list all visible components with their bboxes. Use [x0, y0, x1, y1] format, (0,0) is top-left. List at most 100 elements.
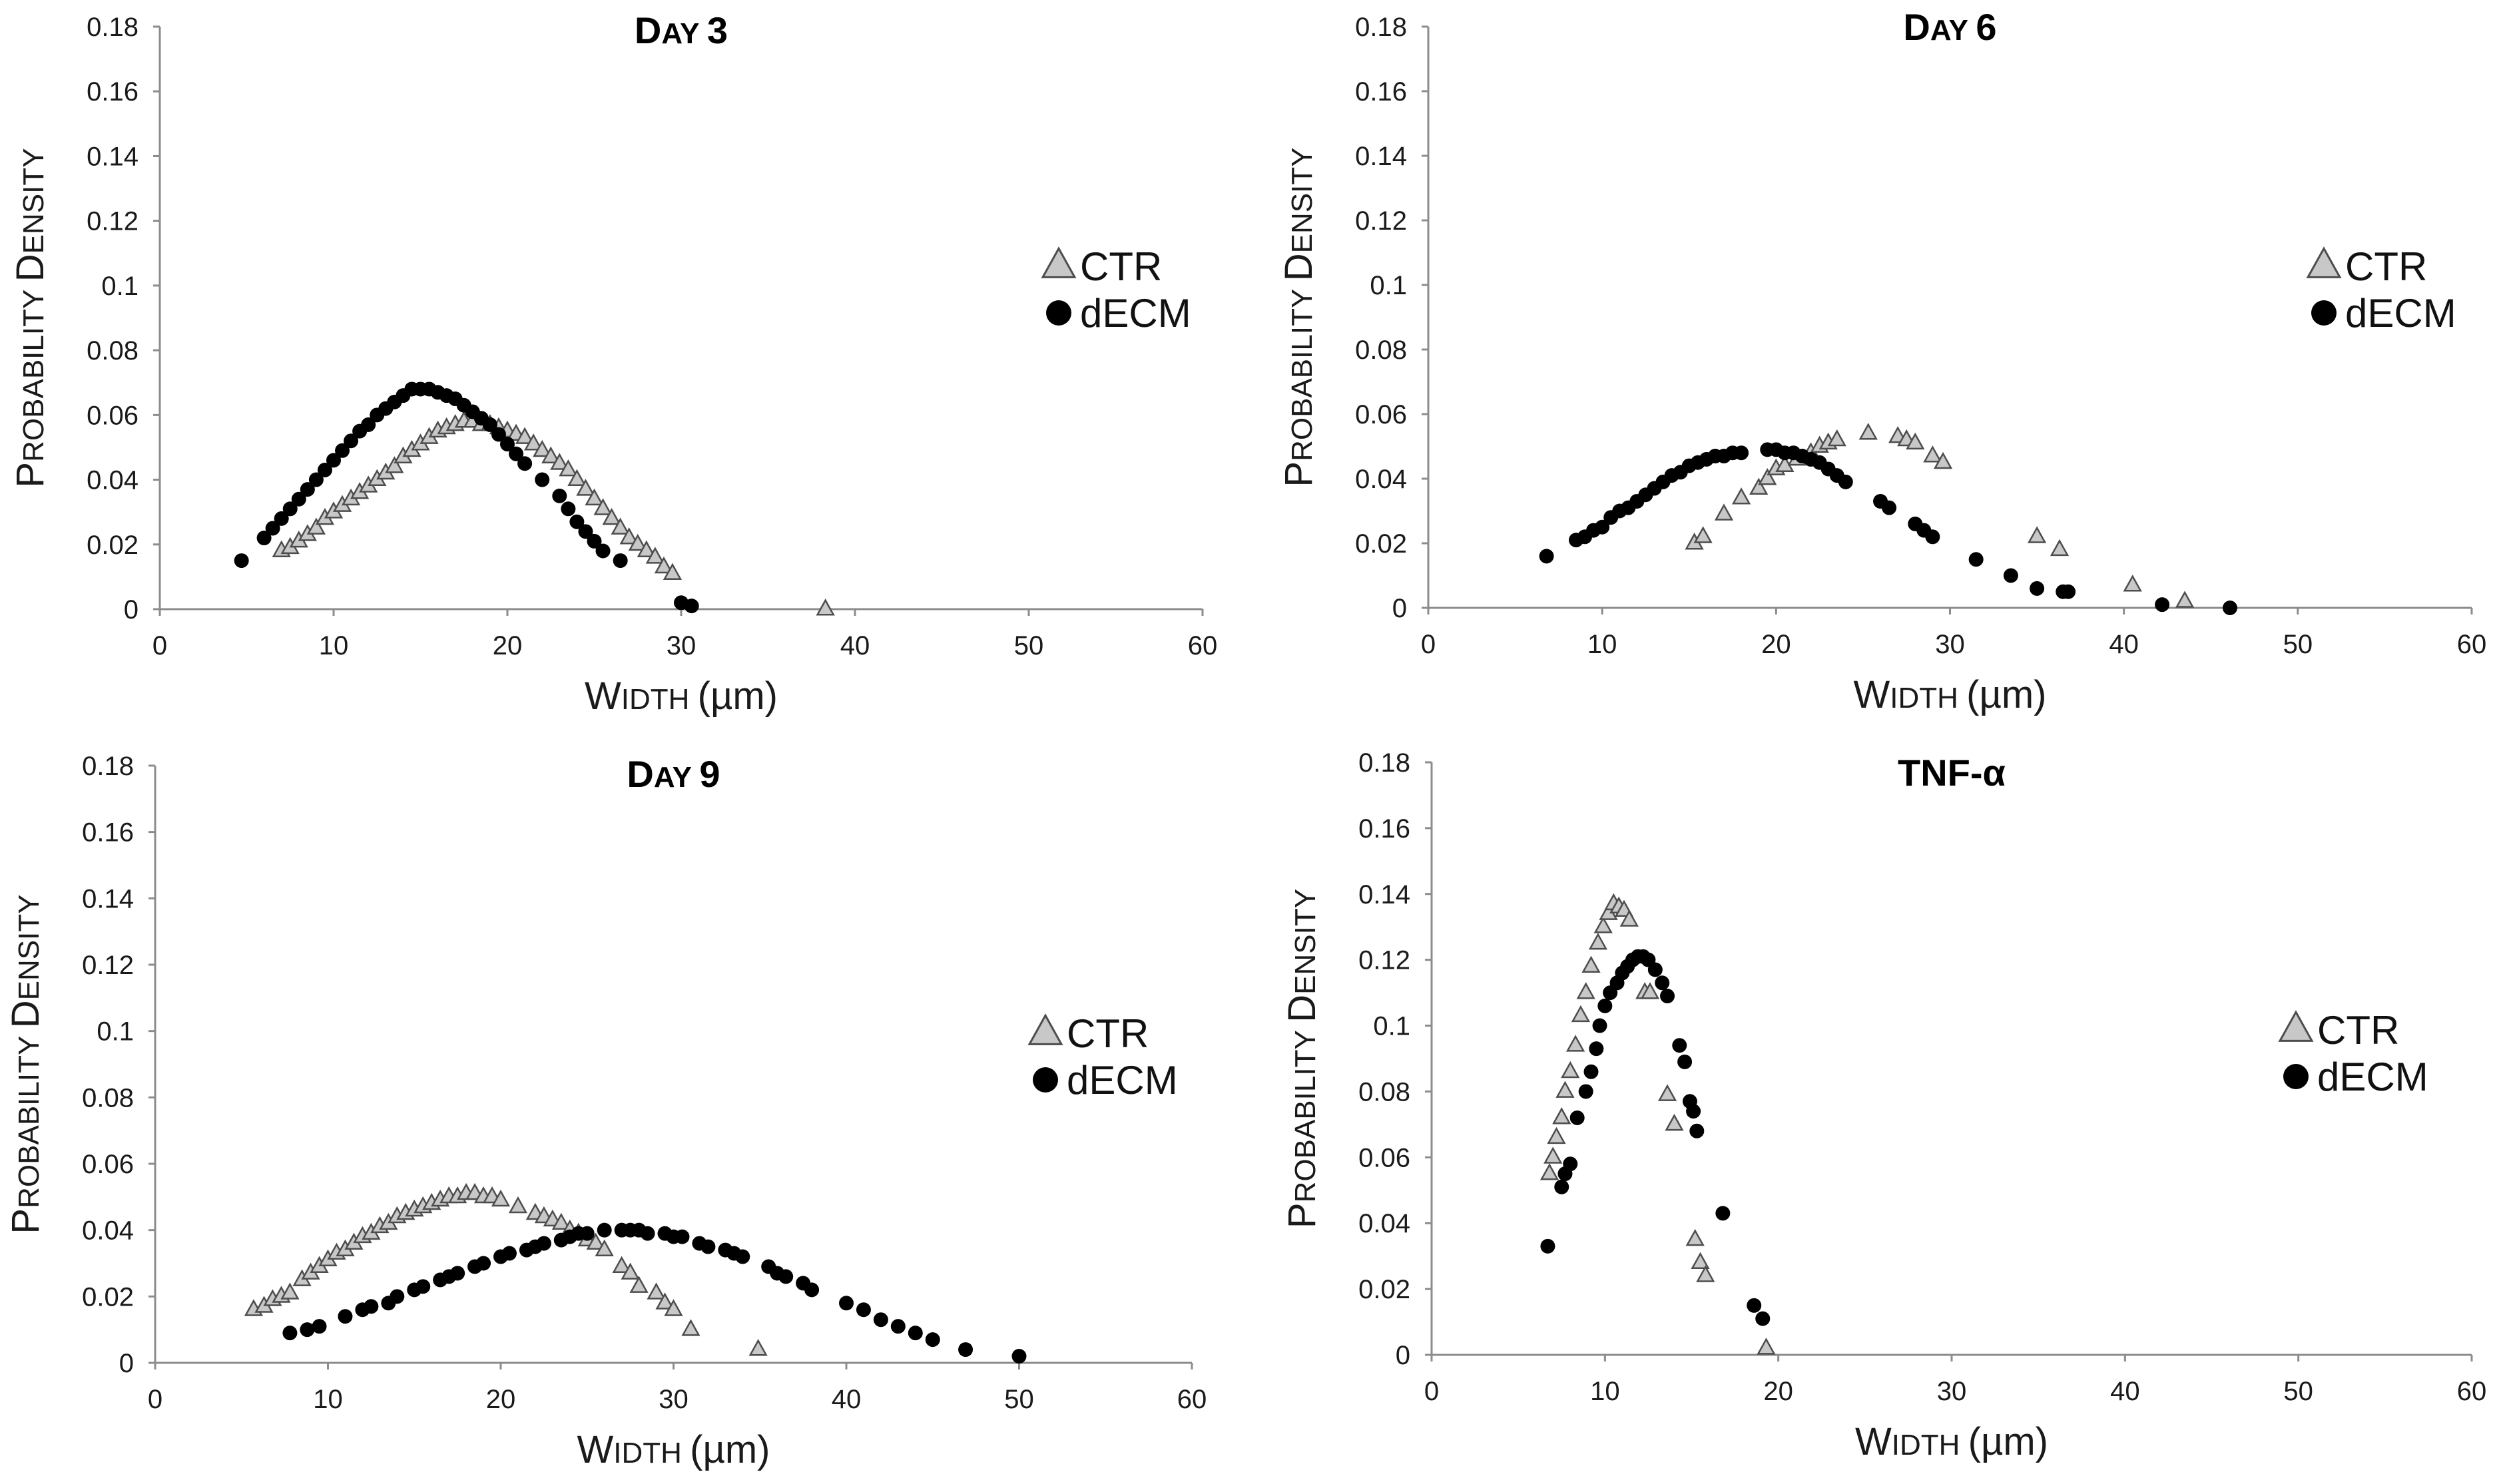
chart-title: DAY 9	[627, 753, 720, 795]
x-axis-label: WIDTH (µm)	[585, 674, 778, 718]
data-point-decm	[274, 511, 289, 526]
data-point-decm	[1578, 1084, 1593, 1099]
data-point-decm	[1554, 1179, 1569, 1194]
chart-panel-4: 0 0.02 0.04 0.06 0.08 0.1 0.12 0.14 0.16 0.18 0 10 2…	[1280, 748, 2486, 1463]
data-point-decm	[361, 417, 376, 432]
series-decm	[234, 381, 699, 614]
legend-label: CTR	[2317, 1008, 2399, 1053]
data-point-decm	[265, 521, 280, 536]
data-point-decm	[308, 472, 324, 487]
y-tick-label: 0.04	[1358, 1209, 1410, 1238]
x-tick-label: 30	[1935, 630, 1965, 659]
y-tick-label: 0.1	[97, 1017, 134, 1047]
x-tick-label: 20	[1761, 630, 1791, 659]
data-point-decm	[390, 1289, 405, 1304]
data-point-decm	[804, 1282, 820, 1298]
data-point-decm	[234, 553, 249, 569]
y-tick-label: 0.16	[1355, 77, 1407, 107]
legend-decm-marker	[1046, 300, 1071, 326]
data-point-decm	[1597, 998, 1613, 1013]
data-point-decm	[1540, 1238, 1555, 1254]
y-tick-label: 0.1	[1370, 271, 1407, 300]
x-tick-label: 40	[832, 1385, 862, 1414]
y-tick-label: 0.06	[1358, 1143, 1410, 1172]
x-tick-label: 30	[667, 631, 696, 660]
x-tick-label: 20	[486, 1385, 516, 1414]
data-point-ctr	[1691, 1252, 1710, 1270]
data-point-ctr	[541, 446, 561, 463]
data-point-ctr	[1555, 1081, 1575, 1098]
data-point-decm	[1925, 529, 1940, 545]
data-point-ctr	[2123, 575, 2142, 592]
data-point-decm	[675, 1229, 690, 1244]
data-point-ctr	[306, 517, 326, 535]
data-point-ctr	[1619, 909, 1639, 927]
data-point-ctr	[593, 498, 613, 515]
data-point-decm	[640, 1226, 655, 1241]
series-ctr	[272, 411, 835, 616]
data-point-decm	[338, 1309, 353, 1324]
y-tick-label: 0.08	[87, 336, 139, 366]
legend-ctr-marker	[2278, 1010, 2314, 1042]
data-point-decm	[501, 1246, 517, 1261]
y-tick-label: 0.02	[82, 1282, 134, 1312]
series-decm	[282, 1222, 1027, 1364]
x-tick-label: 10	[1587, 630, 1617, 659]
y-tick-label: 0.12	[1358, 946, 1410, 975]
y-tick-label: 0.1	[1373, 1012, 1410, 1041]
data-point-ctr	[664, 1299, 683, 1316]
data-point-ctr	[1543, 1146, 1563, 1164]
y-tick-label: 0.08	[1355, 336, 1407, 365]
data-point-decm	[2030, 581, 2045, 596]
data-point-ctr	[1923, 445, 1942, 463]
y-tick-label: 0.02	[1355, 529, 1407, 559]
data-point-ctr	[629, 1276, 649, 1293]
legend-label: CTR	[1067, 1011, 1149, 1056]
x-tick-label: 30	[659, 1385, 689, 1414]
y-tick-label: 0.18	[87, 13, 139, 42]
x-tick-label: 20	[1763, 1377, 1793, 1406]
data-point-decm	[300, 482, 315, 497]
data-point-ctr	[1693, 526, 1713, 543]
data-point-ctr	[586, 1232, 605, 1250]
data-point-ctr	[1827, 429, 1846, 447]
data-point-decm	[839, 1296, 854, 1311]
data-point-decm	[587, 533, 602, 549]
data-point-ctr	[1588, 932, 1608, 950]
x-tick-label: 20	[493, 631, 523, 660]
data-point-ctr	[1685, 1228, 1705, 1246]
data-point-ctr	[508, 1196, 528, 1214]
x-tick-label: 10	[319, 631, 349, 660]
data-point-decm	[300, 1322, 315, 1338]
x-tick-label: 40	[840, 631, 870, 660]
y-tick-label: 0.12	[82, 951, 134, 980]
series-decm	[1540, 949, 1771, 1326]
y-tick-label: 0.1	[101, 272, 139, 301]
y-tick-label: 0.16	[1358, 814, 1410, 844]
data-point-decm	[491, 427, 506, 442]
y-tick-label: 0	[1392, 594, 1407, 623]
legend-decm-marker	[2283, 1064, 2309, 1089]
data-point-ctr	[628, 533, 647, 551]
y-axis-label: PROBABILITY DENSITY	[4, 894, 47, 1234]
data-point-decm	[1647, 962, 1663, 977]
y-tick-label: 0.14	[87, 142, 139, 171]
data-point-decm	[1592, 1018, 1607, 1033]
data-point-ctr	[551, 1212, 571, 1230]
data-point-decm	[1539, 549, 1554, 564]
data-point-ctr	[621, 1262, 640, 1280]
legend-ctr-marker	[1041, 246, 1077, 278]
data-point-decm	[1734, 445, 1749, 461]
y-axis-label: PROBABILITY DENSITY	[1277, 147, 1320, 487]
y-tick-label: 0.18	[82, 752, 134, 781]
data-point-decm	[700, 1239, 716, 1254]
data-point-decm	[282, 1326, 298, 1341]
data-point-ctr	[1539, 1163, 1559, 1180]
data-point-decm	[335, 443, 350, 458]
chart-title: TNF-α	[1898, 752, 2006, 794]
data-point-decm	[569, 514, 585, 529]
y-tick-label: 0	[119, 1349, 134, 1378]
data-point-decm	[1686, 1104, 1701, 1119]
